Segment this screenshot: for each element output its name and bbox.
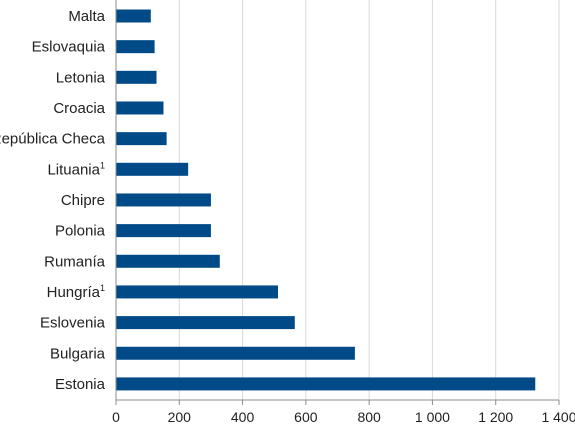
category-name: Lituania — [47, 161, 100, 178]
category-label: República Checa — [0, 131, 106, 148]
bar — [116, 224, 211, 238]
axes — [115, 0, 560, 405]
category-label: Letonia — [56, 69, 106, 86]
category-label: Eslovenia — [40, 315, 106, 332]
category-name: Polonia — [55, 223, 106, 240]
gridlines — [178, 0, 560, 400]
footnote-marker: 1 — [100, 160, 105, 170]
x-tick-label: 0 — [112, 409, 120, 425]
bar — [116, 9, 151, 23]
bar — [116, 162, 189, 176]
category-name: Malta — [68, 8, 105, 25]
category-name: Croacia — [53, 100, 105, 117]
category-label: Eslovaquia — [32, 39, 106, 56]
x-tick-label: 800 — [357, 409, 381, 425]
x-tick-labels: 0 200 400 600 800 1 000 1 200 1 400 — [112, 409, 575, 425]
category-label: Bulgaria — [50, 345, 106, 362]
footnote-marker: 1 — [100, 283, 105, 293]
bar — [116, 193, 211, 207]
category-name: Rumanía — [44, 253, 106, 270]
bar — [116, 377, 536, 391]
category-name: Eslovenia — [40, 315, 106, 332]
bar — [116, 254, 220, 268]
category-name: Hungría — [47, 284, 101, 301]
x-tick-label: 600 — [294, 409, 318, 425]
x-tick-label: 400 — [231, 409, 255, 425]
bar — [116, 40, 155, 54]
category-label: Malta — [68, 8, 105, 25]
category-label: Polonia — [55, 223, 106, 240]
category-name: República Checa — [0, 131, 106, 148]
x-tick-label: 1 200 — [478, 409, 513, 425]
bar — [116, 70, 157, 84]
category-label: Rumanía — [44, 253, 106, 270]
category-name: Letonia — [56, 69, 106, 86]
category-label: Lituania1 — [47, 160, 105, 178]
category-name: Eslovaquia — [32, 39, 106, 56]
bar — [116, 285, 279, 299]
category-label: Hungría1 — [47, 283, 105, 301]
category-labels: Malta Eslovaquia Letonia Croacia República C… — [0, 8, 106, 393]
category-name: Estonia — [55, 376, 106, 393]
bars — [116, 9, 536, 391]
bar — [116, 101, 164, 115]
x-tick-label: 1 000 — [415, 409, 450, 425]
x-tick-label: 1 400 — [541, 409, 575, 425]
category-label: Estonia — [55, 376, 106, 393]
bar — [116, 132, 167, 146]
category-name: Bulgaria — [50, 345, 106, 362]
bar — [116, 316, 295, 330]
bar — [116, 346, 355, 360]
category-label: Chipre — [61, 192, 105, 209]
category-label: Croacia — [53, 100, 105, 117]
x-tick-label: 200 — [168, 409, 192, 425]
category-name: Chipre — [61, 192, 105, 209]
